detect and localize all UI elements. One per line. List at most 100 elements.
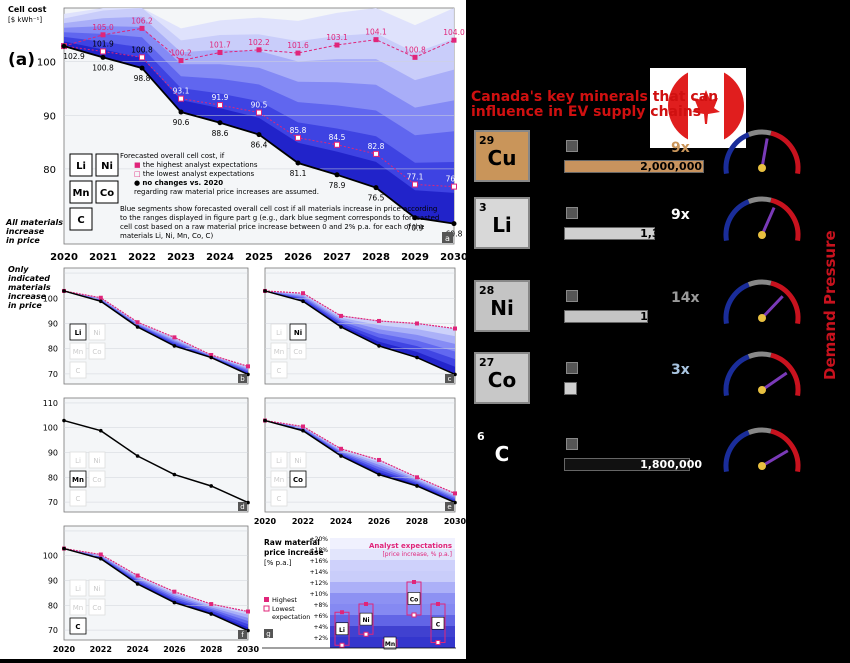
panel-c-high-point <box>339 313 343 318</box>
panel-a-xtick: 2025 <box>245 252 273 263</box>
panel-g-ytick: +20% <box>310 536 329 543</box>
panel-e-tile-c <box>270 489 288 507</box>
panel-e-base-point <box>301 428 305 433</box>
panel-a-ytick: 80 <box>43 165 56 176</box>
mineral-multiplier: 14x <box>671 290 700 306</box>
panel-d-base-point <box>62 418 66 423</box>
panel-g-band <box>330 626 455 637</box>
panel-e-tile-label: Ni <box>294 457 301 465</box>
mineral-symbol: Co <box>487 368 517 392</box>
panel-b-base-point <box>99 299 103 304</box>
figure-label: (a) <box>8 50 36 70</box>
panel-e: Li Ni Mn Co Ce <box>263 397 457 513</box>
panel-f-ytick: 80 <box>48 601 58 610</box>
panel-c-base-point <box>415 355 419 360</box>
panel-c-tile-mn <box>270 342 288 360</box>
panel-a-low-point <box>100 48 106 55</box>
panel-a-tile-label: Co <box>100 188 114 199</box>
mineral-symbol: Li <box>492 213 512 237</box>
gauge-grey-arc <box>747 351 772 359</box>
panel-a-high-label: 100.2 <box>170 49 192 58</box>
panel-a-high-label: 104.1 <box>365 28 387 37</box>
small-panel-xtick: 2028 <box>406 517 429 526</box>
panel-e-base-point <box>377 472 381 477</box>
panel-g-title: price increase <box>264 548 324 557</box>
panel-g-band <box>330 604 455 615</box>
panel-b-base-point <box>246 372 250 377</box>
panel-a-low-label: 77.1 <box>407 172 424 181</box>
panel-a-base-label: 78.9 <box>329 181 346 190</box>
panel-f-band <box>64 548 248 631</box>
panel-b-base-line <box>63 290 249 376</box>
gauge-needle <box>760 138 769 169</box>
panel-a-base-point <box>451 221 457 227</box>
panel-a-low-point <box>217 102 223 109</box>
panel-f-ytick: 100 <box>43 552 58 561</box>
legend-nochange-text: no changes vs. 2020 <box>142 179 224 187</box>
panel-f-tag: f <box>241 631 244 639</box>
panel-f-ytick: 90 <box>48 577 58 586</box>
panel-f-high-point <box>172 589 177 594</box>
panel-b-high-point <box>135 320 140 325</box>
panel-g-analyst-label: [price increase, % p.a.] <box>382 551 452 558</box>
gauge-blue-arc <box>723 132 750 175</box>
legend-lowest-text: the lowest analyst expectations <box>142 170 255 178</box>
panel-g-lowest-point <box>435 640 441 645</box>
panel-g-band <box>330 560 455 571</box>
panel-a-high-point <box>217 50 223 56</box>
demand-pressure-label: Demand Pressure <box>821 230 839 380</box>
small-panel-xtick: 2028 <box>200 645 223 654</box>
gauge-grey-arc <box>747 427 772 435</box>
panel-b-tile-li <box>69 323 87 341</box>
panel-g-title: [% p.a.] <box>264 559 292 567</box>
panel-e-tile-label: Co <box>293 476 303 484</box>
panel-b-tile-co <box>88 342 106 360</box>
title-line-1: Canada's key minerals that can <box>471 89 719 105</box>
legend-highest: ■ the highest analyst expectations <box>134 161 258 169</box>
panel-a-tile-li <box>69 153 93 177</box>
panel-c-tile-ni <box>289 323 307 341</box>
panel-d-tile-c <box>69 489 87 507</box>
panel-a-low-point <box>334 141 340 148</box>
panel-a-low-label: 101.9 <box>92 39 114 48</box>
panel-c-tile-label: Li <box>276 329 282 337</box>
small-panel-xtick: 2022 <box>292 517 314 526</box>
mineral-amount-bar <box>564 160 704 173</box>
panel-a-low-point <box>178 95 184 102</box>
panel-b-tile-c <box>69 361 87 379</box>
panel-e-tile-label: Mn <box>274 476 284 484</box>
panel-a-low-label: 90.5 <box>251 101 268 110</box>
panel-a-base-label: 98.8 <box>134 74 151 83</box>
gauge-blue-arc <box>723 354 750 397</box>
panel-a-base-point <box>217 120 223 126</box>
panel-a-base-label: 81.1 <box>290 169 307 178</box>
panel-b-tag-box <box>238 374 247 383</box>
gauge-hub <box>758 386 766 394</box>
side-note-all-materials: All materials increase in price <box>6 218 63 245</box>
mineral-number: 6 <box>477 430 485 443</box>
panel-d-base-point <box>209 484 213 488</box>
panel-f-base-point <box>62 546 66 551</box>
panel-c-base-point <box>301 299 305 304</box>
panel-g-band <box>330 571 455 582</box>
panel-c-base-point <box>453 372 457 377</box>
panel-c-band <box>265 290 455 375</box>
panel-d-tile-ni <box>88 451 106 469</box>
panel-g-ytick: +14% <box>310 569 329 576</box>
panel-a-low-line <box>63 45 455 188</box>
panel-a-low-point <box>295 134 301 141</box>
panel-a-high-point <box>139 25 145 31</box>
panel-a-tag: a <box>445 234 450 243</box>
panel-g-band <box>330 582 455 593</box>
panel-g-highest-point <box>436 602 440 606</box>
panel-c-tile-label: Mn <box>274 348 284 356</box>
panel-g-tile-label: Ni <box>362 617 369 624</box>
panel-a-high-label: 105.0 <box>92 23 114 32</box>
minerals-title: Canada's key minerals that can influence… <box>471 90 718 120</box>
panel-g-band <box>330 538 455 549</box>
panel-a-low-label: 93.1 <box>173 87 190 96</box>
gauge-hub <box>758 314 766 322</box>
panel-f: Li Ni Mn Co Cf 70 80 90 100 <box>43 525 250 641</box>
panel-a-tile-ni <box>95 153 119 177</box>
panel-f-base-point <box>135 582 140 586</box>
